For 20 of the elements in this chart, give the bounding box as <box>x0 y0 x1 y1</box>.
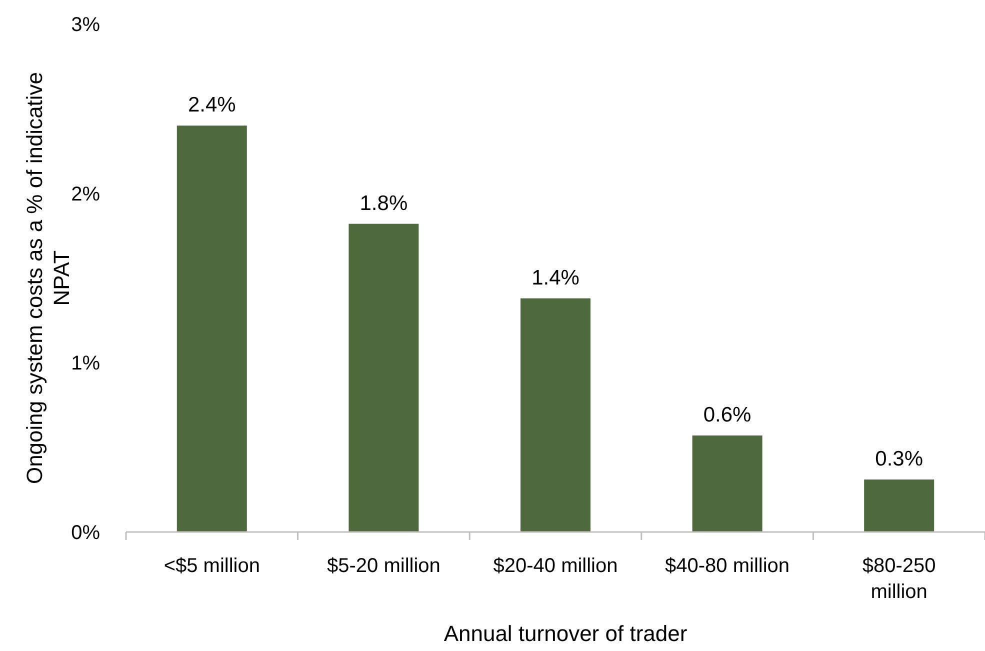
x-axis-title: Annual turnover of trader <box>444 621 688 646</box>
x-tick-label: $20-40 million <box>493 555 618 577</box>
bar <box>692 435 762 532</box>
data-label: 1.8% <box>360 192 408 215</box>
data-label: 0.3% <box>875 448 924 471</box>
x-tick-label: $5-20 million <box>327 555 440 577</box>
y-tick-label: 2% <box>71 183 100 206</box>
data-label: 1.4% <box>532 266 580 290</box>
bar <box>864 480 934 532</box>
x-tick-label: <$5 million <box>164 555 260 577</box>
x-tick-label: $80-250 million <box>862 555 936 603</box>
y-tick-label: 1% <box>71 352 100 375</box>
y-tick-label: 3% <box>71 14 100 36</box>
bar <box>520 298 590 532</box>
data-label: 2.4% <box>188 94 236 117</box>
data-label: 0.6% <box>703 403 752 426</box>
bar <box>348 224 419 532</box>
x-tick-label: $40-80 million <box>665 555 790 577</box>
y-tick-label: 0% <box>71 522 100 544</box>
bar <box>176 126 247 532</box>
